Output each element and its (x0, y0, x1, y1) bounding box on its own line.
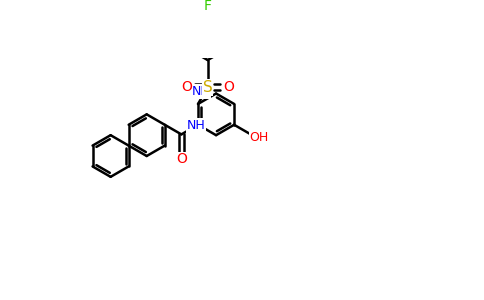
Text: NH: NH (192, 85, 211, 98)
Text: F: F (204, 0, 212, 14)
Text: O: O (176, 152, 187, 166)
Text: NH: NH (187, 119, 206, 132)
Text: S: S (203, 80, 212, 95)
Text: O: O (223, 80, 234, 94)
Text: OH: OH (249, 131, 269, 144)
Text: O: O (182, 80, 192, 94)
